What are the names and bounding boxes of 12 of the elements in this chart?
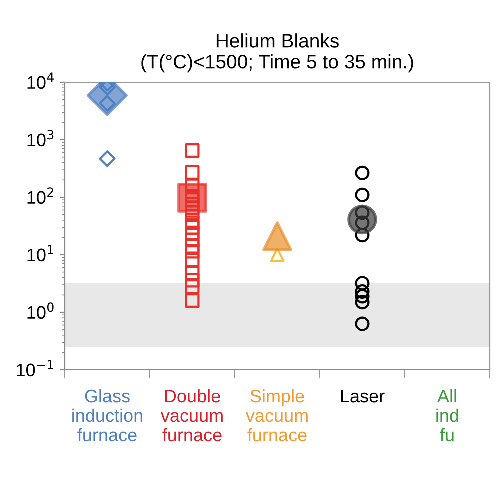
x-tick-label: All ind fu xyxy=(436,389,458,442)
y-tick-label: 10$^{3}$ xyxy=(28,130,54,147)
x-tick-label: Double vacuum furnace xyxy=(160,389,223,442)
y-tick-label: 10$^{1}$ xyxy=(28,245,54,262)
x-tick-label: Laser xyxy=(341,390,385,403)
y-tick-label: 10$^{−1}$ xyxy=(17,360,54,377)
y-tick-label: 10$^{2}$ xyxy=(28,188,54,204)
y-tick-label: 10$^{4}$ xyxy=(28,72,54,90)
x-tick-label: Glass induction furnace xyxy=(72,389,142,442)
x-tick-label: Simple vacuum furnace xyxy=(246,389,308,442)
y-tick-label: 10$^{0}$ xyxy=(28,302,54,320)
chart-title: Helium Blanks (T(°C)<1500; Time 5 to 35 min.) xyxy=(142,34,414,73)
